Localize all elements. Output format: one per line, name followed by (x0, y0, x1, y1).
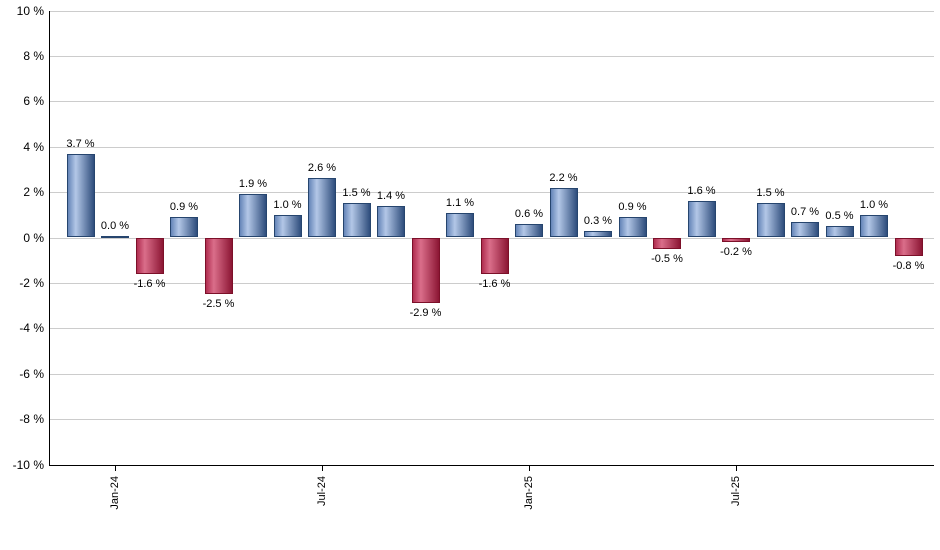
y-axis-tick-label: -10 % (12, 457, 44, 472)
bar-Dec-24 (480, 237, 509, 274)
bar-value-label: 3.7 % (66, 137, 95, 150)
x-axis-tick-label: Jan-25 (523, 475, 535, 510)
y-axis-tick-label: 0 % (23, 230, 44, 245)
y-axis-line (49, 11, 50, 465)
bar-value-label: 0.3 % (583, 214, 613, 227)
bar-value-label: -2.9 % (409, 307, 442, 320)
y-gridline (50, 101, 934, 102)
x-axis-tick-label: Jan-24 (109, 475, 121, 510)
bar-Aug-24 (342, 203, 371, 238)
bar-value-label: 0.9 % (618, 201, 647, 214)
bar-value-label: 0.5 % (825, 210, 854, 223)
bar-Oct-24 (411, 237, 440, 304)
bar-value-label: 1.6 % (687, 185, 716, 198)
bar-value-label: -0.2 % (720, 246, 752, 259)
y-axis-tick-label: 4 % (23, 139, 44, 154)
bar-Nov-24 (446, 212, 474, 238)
y-axis-tick-label: -2 % (19, 275, 44, 290)
bar-Jun-24 (273, 214, 302, 238)
bar-value-label: -1.6 % (478, 277, 511, 290)
bar-May-24 (239, 194, 267, 238)
x-axis-line (49, 465, 934, 466)
bar-Aug-25 (756, 203, 785, 238)
bar-Mar-25 (584, 230, 612, 238)
bar-Dec-25 (894, 237, 923, 256)
x-axis-tick-label: Jul-25 (730, 475, 742, 506)
bar-value-label: -2.5 % (202, 298, 235, 311)
bar-value-label: -0.5 % (651, 252, 683, 265)
y-gridline (50, 374, 934, 375)
bar-value-label: 1.9 % (238, 178, 268, 191)
y-axis-tick-label: 10 % (16, 3, 44, 18)
bar-Feb-24 (135, 237, 164, 274)
bar-May-25 (653, 237, 681, 249)
bar-Feb-25 (549, 187, 578, 238)
bar-Oct-25 (825, 226, 854, 238)
bar-value-label: 1.1 % (445, 196, 475, 209)
bar-value-label: 0.0 % (100, 220, 130, 232)
bar-value-label: 1.0 % (859, 198, 889, 211)
bar-value-label: 1.5 % (756, 187, 785, 200)
bar-Apr-25 (618, 217, 647, 238)
x-axis-tick-label: Jul-24 (316, 475, 328, 506)
x-axis-tick (115, 464, 116, 471)
bar-Nov-25 (860, 214, 888, 238)
y-gridline (50, 419, 934, 420)
bar-Mar-24 (170, 217, 198, 238)
y-axis-tick-label: -6 % (19, 366, 44, 381)
y-axis-tick-label: -4 % (19, 321, 44, 336)
y-gridline (50, 328, 934, 329)
bar-Jul-24 (308, 178, 336, 238)
bar-value-label: 0.9 % (169, 201, 199, 214)
y-axis-tick-label: 8 % (23, 48, 44, 63)
x-axis-tick (322, 464, 323, 471)
x-axis-tick (736, 464, 737, 471)
bar-value-label: -0.8 % (892, 259, 925, 272)
bar-value-label: 1.4 % (376, 189, 406, 202)
y-gridline (50, 147, 934, 148)
bar-Jan-24 (101, 236, 129, 238)
bar-value-label: 1.5 % (342, 187, 371, 200)
y-gridline (50, 192, 934, 193)
y-axis-tick-label: 6 % (23, 94, 44, 109)
bar-value-label: 0.7 % (790, 205, 820, 218)
bar-Sep-24 (377, 205, 405, 238)
bar-value-label: 2.2 % (549, 171, 578, 184)
bar-Apr-24 (204, 237, 233, 295)
bar-value-label: -1.6 % (133, 277, 166, 290)
y-axis-tick-label: -8 % (19, 412, 44, 427)
y-axis-tick-label: 2 % (23, 185, 44, 200)
bar-Dec-23 (66, 153, 95, 238)
bar-value-label: 1.0 % (273, 198, 302, 211)
y-gridline (50, 11, 934, 12)
bar-value-label: 2.6 % (307, 162, 337, 175)
bar-Jan-25 (515, 223, 543, 238)
y-gridline (50, 56, 934, 57)
bar-Jul-25 (722, 237, 750, 243)
y-gridline (50, 283, 934, 284)
bar-value-label: 0.6 % (514, 207, 544, 220)
bar-Sep-25 (791, 221, 819, 238)
bar-Jun-25 (687, 201, 716, 238)
x-axis-tick (529, 464, 530, 471)
